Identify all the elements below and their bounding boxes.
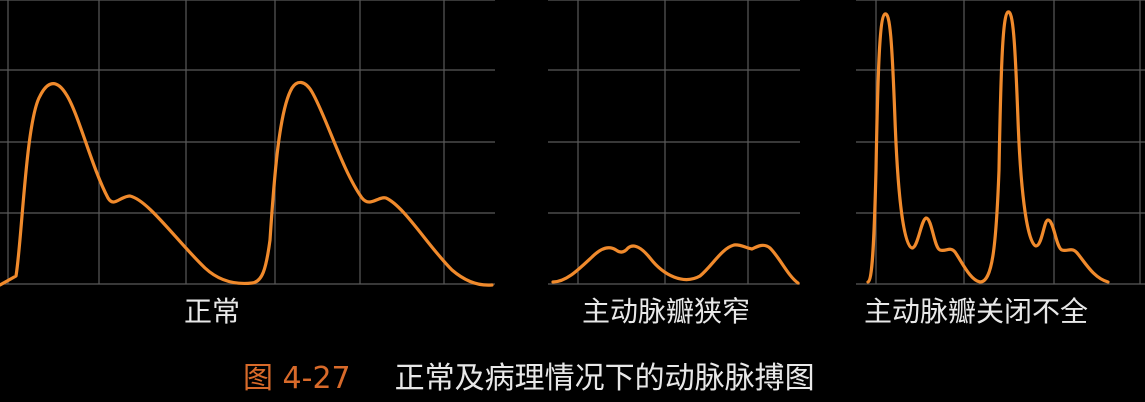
aortic-stenosis-pulse-waveform bbox=[551, 243, 800, 285]
figure-title: 正常及病理情况下的动脉脉搏图 bbox=[394, 361, 815, 396]
aortic-insufficiency-pulse-waveform bbox=[866, 10, 1110, 284]
panel-label-aortic-stenosis: 主动脉瓣狭窄 bbox=[582, 295, 751, 328]
panel-label-normal: 正常 bbox=[184, 295, 241, 328]
grid-lines bbox=[0, 0, 1145, 285]
figure-caption: 图 4-27 正常及病理情况下的动脉脉搏图 bbox=[243, 358, 815, 400]
figure-number: 图 4-27 bbox=[243, 361, 351, 396]
panel-label-aortic-insufficiency: 主动脉瓣关闭不全 bbox=[864, 295, 1089, 328]
normal-pulse-waveform bbox=[0, 80, 494, 287]
